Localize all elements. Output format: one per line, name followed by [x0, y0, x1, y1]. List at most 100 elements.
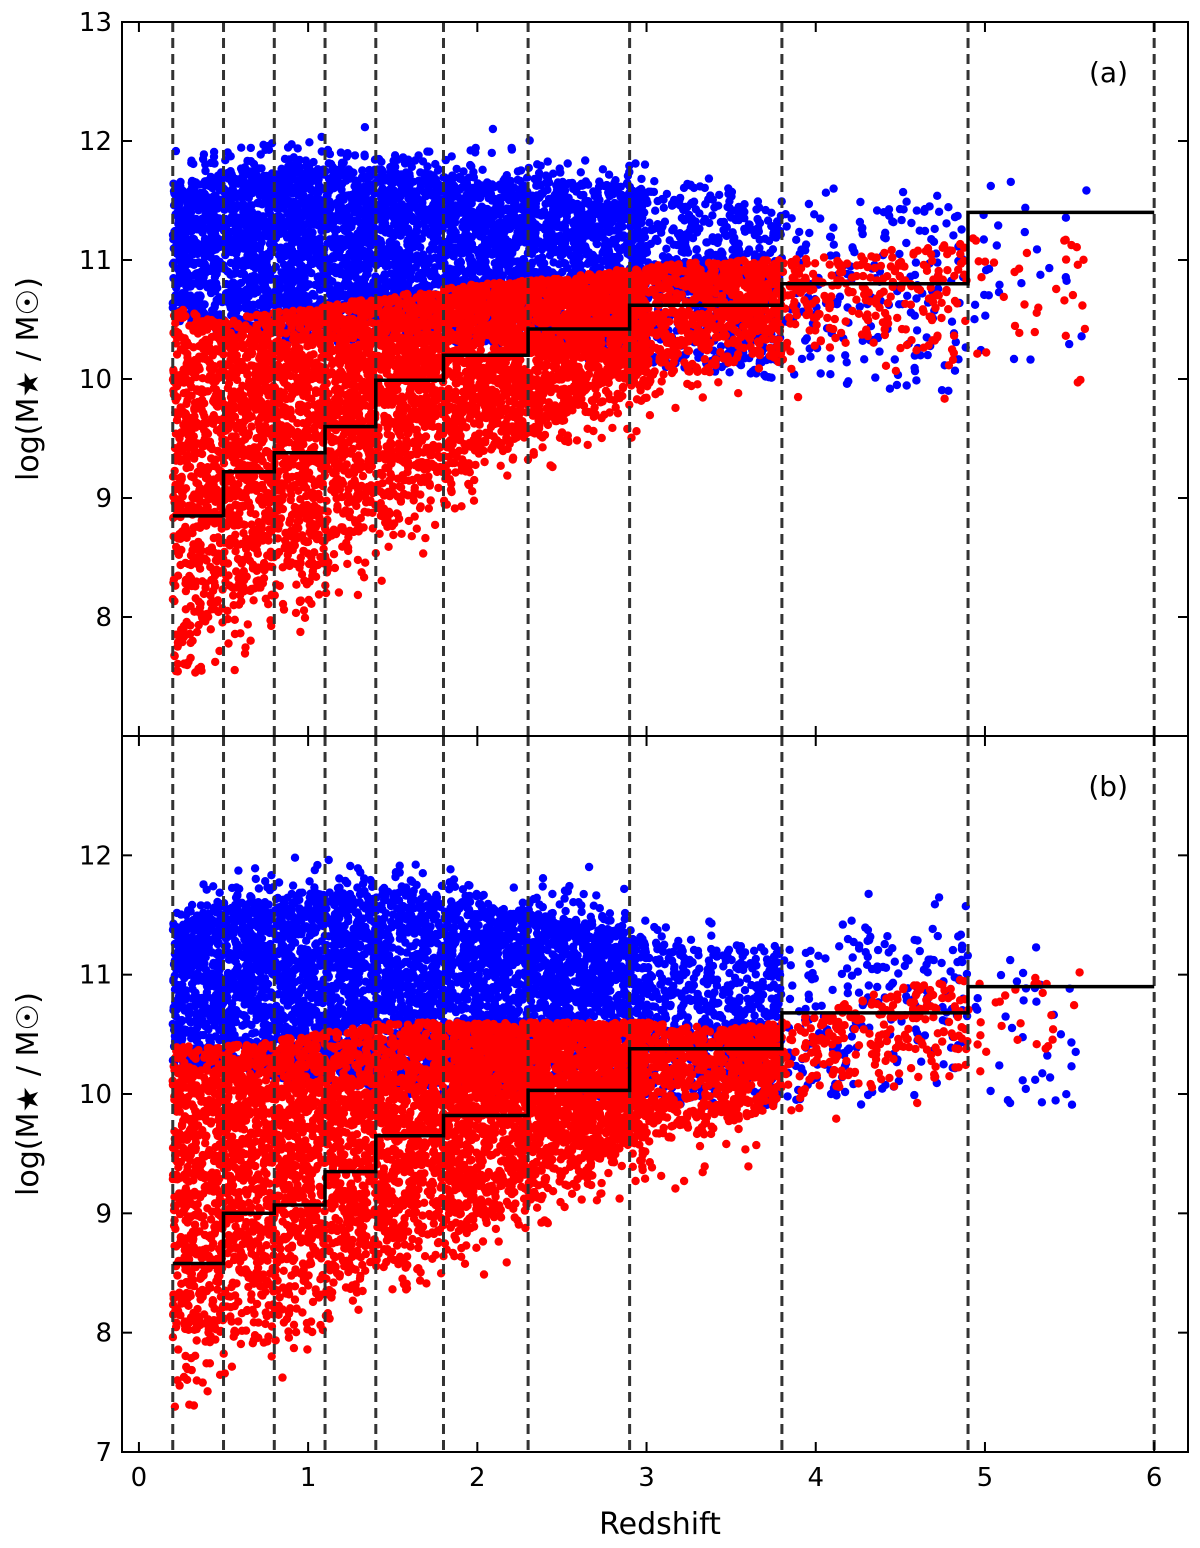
blue-point — [538, 239, 547, 249]
blue-point — [201, 166, 210, 176]
blue-point — [725, 368, 734, 377]
blue-point — [944, 203, 953, 212]
blue-point — [255, 241, 265, 250]
blue-point — [387, 246, 396, 255]
blue-point — [304, 209, 313, 219]
blue-point — [360, 123, 370, 132]
blue-point — [986, 181, 995, 191]
blue-point — [488, 124, 498, 134]
blue-point — [187, 178, 196, 187]
blue-point — [362, 238, 371, 247]
blue-point — [556, 252, 565, 261]
blue-point — [841, 351, 850, 360]
blue-point — [346, 239, 355, 248]
blue-point — [717, 247, 726, 256]
blue-point — [695, 182, 705, 191]
blue-point — [1026, 355, 1035, 364]
blue-point — [604, 170, 614, 179]
blue-point — [584, 199, 593, 209]
blue-point — [387, 237, 396, 246]
blue-point — [981, 311, 990, 320]
blue-point — [287, 162, 296, 171]
blue-point — [579, 231, 589, 241]
blue-point — [495, 210, 505, 219]
blue-point — [912, 326, 922, 335]
blue-point — [826, 354, 835, 363]
blue-point — [174, 216, 183, 226]
blue-point — [492, 202, 501, 211]
blue-point — [416, 168, 425, 177]
blue-point — [517, 227, 526, 236]
blue-point — [378, 167, 387, 176]
blue-point — [995, 280, 1004, 289]
blue-point — [301, 282, 311, 292]
blue-point — [669, 224, 678, 233]
blue-point — [981, 266, 991, 275]
blue-point — [480, 215, 489, 224]
blue-point — [665, 236, 674, 245]
blue-point — [662, 244, 671, 253]
blue-point — [875, 347, 884, 356]
blue-point — [212, 204, 222, 213]
blue-point — [589, 187, 598, 196]
blue-point — [844, 377, 853, 386]
blue-point — [804, 199, 814, 209]
blue-point — [478, 165, 487, 174]
blue-point — [418, 275, 428, 284]
blue-point — [659, 195, 668, 204]
blue-point — [414, 176, 423, 185]
blue-point — [581, 177, 590, 186]
blue-point — [613, 209, 622, 218]
blue-point — [385, 224, 394, 234]
blue-point — [246, 157, 256, 166]
blue-point — [692, 245, 701, 254]
blue-point — [350, 258, 360, 268]
blue-point — [487, 148, 496, 158]
blue-point — [658, 222, 667, 231]
blue-point — [246, 235, 255, 245]
blue-point — [261, 283, 270, 292]
blue-point — [228, 172, 237, 182]
blue-point — [305, 138, 314, 147]
blue-point — [507, 145, 517, 154]
blue-point — [197, 214, 207, 224]
blue-point — [310, 291, 319, 300]
blue-point — [295, 155, 304, 165]
blue-point — [860, 355, 869, 364]
blue-point — [257, 214, 266, 223]
blue-point — [675, 233, 685, 242]
blue-point — [199, 150, 209, 159]
blue-point — [413, 222, 422, 231]
blue-point — [389, 178, 399, 187]
blue-point — [947, 317, 957, 326]
blue-point — [405, 195, 414, 204]
blue-point — [414, 151, 423, 160]
blue-point — [303, 292, 313, 301]
blue-point — [457, 183, 466, 192]
blue-point — [482, 265, 491, 275]
blue-point — [640, 160, 650, 169]
blue-point — [801, 336, 810, 345]
blue-point — [353, 229, 362, 238]
blue-point — [942, 219, 951, 228]
blue-point — [248, 286, 257, 296]
blue-point — [858, 223, 867, 233]
blue-point — [710, 203, 719, 212]
blue-point — [755, 243, 764, 253]
blue-point — [691, 217, 700, 226]
blue-point — [631, 159, 640, 168]
blue-point — [397, 180, 406, 190]
blue-point — [315, 182, 324, 191]
blue-point — [920, 226, 930, 236]
blue-point — [295, 298, 305, 308]
blue-point — [255, 191, 264, 200]
blue-point — [600, 181, 609, 191]
blue-point — [957, 225, 966, 234]
blue-point — [740, 224, 749, 234]
blue-point — [659, 203, 668, 212]
blue-point — [903, 291, 912, 300]
blue-point — [616, 192, 626, 201]
blue-point — [411, 255, 420, 265]
blue-point — [187, 226, 196, 236]
blue-point — [563, 159, 572, 168]
